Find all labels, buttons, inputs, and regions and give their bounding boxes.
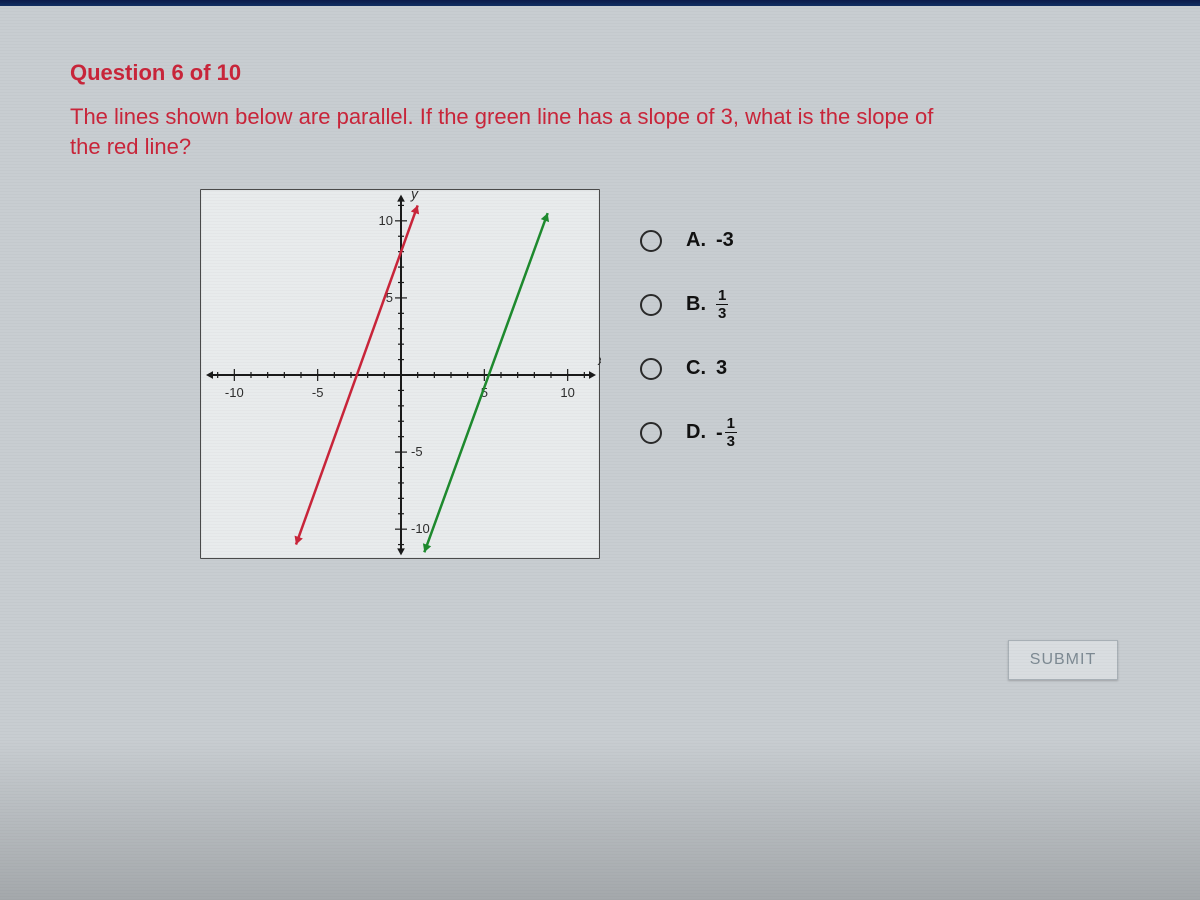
answer-letter: A. <box>686 229 706 252</box>
answer-option[interactable]: C. 3 <box>640 357 737 380</box>
svg-text:x: x <box>597 352 601 368</box>
svg-text:-10: -10 <box>225 385 244 400</box>
radio-icon[interactable] <box>640 230 662 252</box>
answer-option[interactable]: B. 13 <box>640 288 737 321</box>
radio-icon[interactable] <box>640 422 662 444</box>
answer-label: D. -13 <box>686 416 737 449</box>
answer-list: A. -3 B. 13 C. 3 D. -13 <box>640 189 737 449</box>
answer-label: A. -3 <box>686 229 734 252</box>
svg-text:10: 10 <box>379 213 393 228</box>
submit-label: SUBMIT <box>1030 651 1096 669</box>
answer-label: B. 13 <box>686 288 728 321</box>
question-page: Question 6 of 10 The lines shown below a… <box>0 0 1200 599</box>
answer-option[interactable]: D. -13 <box>640 416 737 449</box>
svg-text:y: y <box>410 190 419 202</box>
radio-icon[interactable] <box>640 358 662 380</box>
svg-text:-5: -5 <box>312 385 324 400</box>
question-number: Question 6 of 10 <box>70 60 1130 86</box>
question-text: The lines shown below are parallel. If t… <box>70 102 970 161</box>
answer-option[interactable]: A. -3 <box>640 229 737 252</box>
photo-vignette <box>0 740 1200 900</box>
answer-value: -3 <box>716 229 734 252</box>
svg-text:-10: -10 <box>411 522 430 537</box>
answer-value: 13 <box>716 288 728 321</box>
answer-label: C. 3 <box>686 357 727 380</box>
content-row: -10-5510-10-5510xy A.-3B.13C.3D.-13 <box>200 189 1130 559</box>
graph-svg: -10-5510-10-5510xy <box>201 190 601 560</box>
svg-text:10: 10 <box>560 385 574 400</box>
submit-button[interactable]: SUBMIT <box>1008 640 1118 680</box>
svg-text:-5: -5 <box>411 444 423 459</box>
radio-icon[interactable] <box>640 294 662 316</box>
answer-letter: C. <box>686 357 706 380</box>
answer-letter: D. <box>686 421 706 444</box>
answer-letter: B. <box>686 293 706 316</box>
coordinate-graph: -10-5510-10-5510xy <box>200 189 600 559</box>
answer-value: -13 <box>716 416 737 449</box>
answer-value: 3 <box>716 357 727 380</box>
